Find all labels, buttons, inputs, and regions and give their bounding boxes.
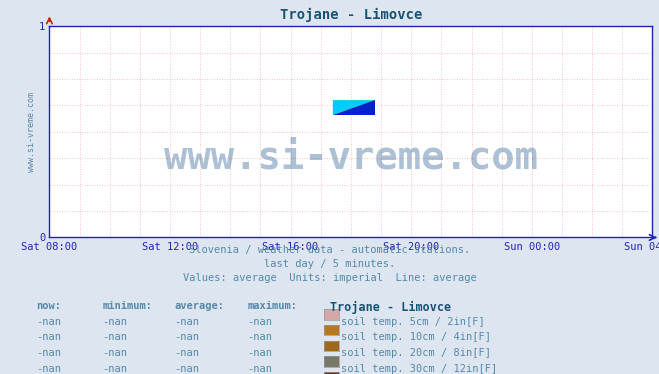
Text: -nan: -nan bbox=[175, 317, 200, 327]
Text: soil temp. 30cm / 12in[F]: soil temp. 30cm / 12in[F] bbox=[341, 364, 498, 374]
Text: -nan: -nan bbox=[247, 317, 272, 327]
Text: -nan: -nan bbox=[102, 348, 127, 358]
Text: -nan: -nan bbox=[36, 364, 61, 374]
Text: now:: now: bbox=[36, 301, 61, 311]
Text: soil temp. 10cm / 4in[F]: soil temp. 10cm / 4in[F] bbox=[341, 332, 492, 343]
Text: www.si-vreme.com: www.si-vreme.com bbox=[164, 138, 538, 176]
Text: -nan: -nan bbox=[247, 364, 272, 374]
Text: -nan: -nan bbox=[36, 332, 61, 343]
Text: -nan: -nan bbox=[102, 317, 127, 327]
Text: -nan: -nan bbox=[102, 364, 127, 374]
Text: Slovenia / weather data - automatic stations.: Slovenia / weather data - automatic stat… bbox=[189, 245, 470, 255]
Text: -nan: -nan bbox=[247, 332, 272, 343]
Text: -nan: -nan bbox=[36, 348, 61, 358]
Text: Values: average  Units: imperial  Line: average: Values: average Units: imperial Line: av… bbox=[183, 273, 476, 283]
Text: Trojane - Limovce: Trojane - Limovce bbox=[330, 301, 451, 314]
Text: -nan: -nan bbox=[175, 332, 200, 343]
Polygon shape bbox=[333, 100, 375, 115]
Text: minimum:: minimum: bbox=[102, 301, 152, 311]
Text: soil temp. 20cm / 8in[F]: soil temp. 20cm / 8in[F] bbox=[341, 348, 492, 358]
Text: maximum:: maximum: bbox=[247, 301, 297, 311]
Text: -nan: -nan bbox=[175, 348, 200, 358]
Text: average:: average: bbox=[175, 301, 225, 311]
Y-axis label: www.si-vreme.com: www.si-vreme.com bbox=[27, 92, 36, 172]
Title: Trojane - Limovce: Trojane - Limovce bbox=[279, 8, 422, 22]
Text: -nan: -nan bbox=[102, 332, 127, 343]
Text: -nan: -nan bbox=[175, 364, 200, 374]
Text: -nan: -nan bbox=[36, 317, 61, 327]
Text: soil temp. 5cm / 2in[F]: soil temp. 5cm / 2in[F] bbox=[341, 317, 485, 327]
Text: -nan: -nan bbox=[247, 348, 272, 358]
Bar bbox=[333, 100, 375, 115]
Polygon shape bbox=[333, 100, 375, 115]
Text: last day / 5 minutes.: last day / 5 minutes. bbox=[264, 259, 395, 269]
